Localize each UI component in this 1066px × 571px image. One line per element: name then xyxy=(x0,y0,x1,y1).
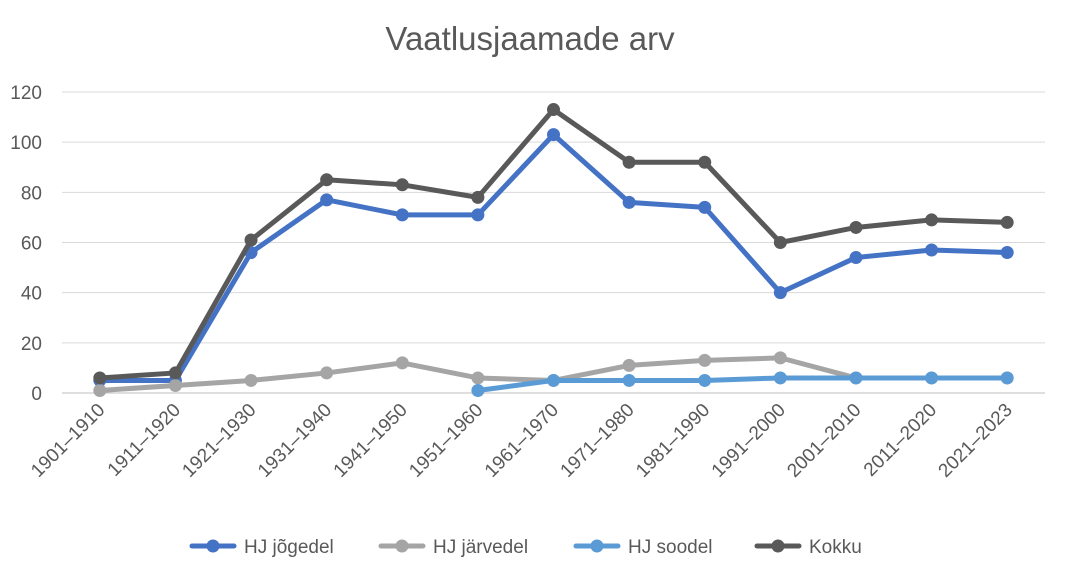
series-line xyxy=(475,375,1010,393)
data-point xyxy=(622,195,636,209)
x-tick-label: 1951–1960 xyxy=(405,400,487,482)
x-tick-label: 1981–1990 xyxy=(632,400,714,482)
y-tick-label: 20 xyxy=(21,334,42,355)
legend-item: HJ soodel xyxy=(573,537,713,558)
x-tick-label: 1971–1980 xyxy=(557,400,639,482)
data-point xyxy=(244,373,258,387)
data-point xyxy=(849,371,863,385)
data-point xyxy=(547,373,560,387)
data-point xyxy=(622,373,636,387)
data-point xyxy=(925,243,939,257)
x-tick-label: 1931–1940 xyxy=(254,400,336,482)
legend-label: Kokku xyxy=(809,537,862,558)
legend-item: HJ järvedel xyxy=(378,537,528,558)
x-tick-label: 1941–1950 xyxy=(330,400,412,482)
legend-item: Kokku xyxy=(754,537,862,558)
data-point xyxy=(320,366,334,380)
data-point xyxy=(622,358,636,372)
y-tick-label: 100 xyxy=(10,133,42,154)
data-point xyxy=(395,356,409,370)
data-point xyxy=(395,208,409,222)
data-point xyxy=(168,378,182,392)
legend-item: HJ jõgedel xyxy=(189,537,334,558)
legend-label: HJ soodel xyxy=(628,537,713,558)
x-axis: 1901–19101911–19201921–19301931–19401941… xyxy=(27,400,1016,482)
data-point xyxy=(471,208,485,222)
data-point xyxy=(698,155,712,169)
x-tick-label: 1961–1970 xyxy=(481,400,563,482)
series-group xyxy=(93,103,1014,397)
data-point xyxy=(773,371,787,385)
data-point xyxy=(547,103,560,117)
legend-label: HJ jõgedel xyxy=(244,537,334,558)
series-line xyxy=(97,107,1010,381)
series-line xyxy=(97,132,1010,383)
data-point xyxy=(849,220,863,234)
y-tick-label: 60 xyxy=(21,234,42,255)
data-point xyxy=(698,200,712,214)
y-tick-label: 120 xyxy=(10,83,42,104)
data-point xyxy=(93,371,107,385)
data-point xyxy=(1000,371,1014,385)
data-point xyxy=(471,190,485,204)
data-point xyxy=(547,128,560,142)
x-tick-label: 1901–1910 xyxy=(27,400,109,482)
chart-title: Vaatlusjaamade arv xyxy=(385,20,675,57)
data-point xyxy=(244,233,258,247)
x-tick-label: 2011–2020 xyxy=(860,400,941,481)
y-tick-label: 40 xyxy=(21,284,42,305)
series-HJ jõgedel xyxy=(93,128,1014,387)
legend-marker xyxy=(206,539,220,553)
data-point xyxy=(773,286,787,300)
data-point xyxy=(471,383,485,397)
data-point xyxy=(320,173,334,187)
data-point xyxy=(698,353,712,367)
data-point xyxy=(168,366,182,380)
data-point xyxy=(471,371,485,385)
data-point xyxy=(1000,215,1014,229)
data-point xyxy=(698,373,712,387)
legend-marker xyxy=(771,539,785,553)
legend-marker xyxy=(590,539,604,553)
x-tick-label: 1911–1920 xyxy=(104,400,185,481)
legend-marker xyxy=(395,539,409,553)
data-point xyxy=(93,383,107,397)
y-tick-label: 80 xyxy=(21,183,42,204)
data-point xyxy=(320,193,334,207)
x-tick-label: 1921–1930 xyxy=(178,400,260,482)
data-point xyxy=(395,178,409,192)
y-tick-label: 0 xyxy=(31,384,42,405)
y-axis: 0 20 40 60 80 100 120 xyxy=(10,83,42,405)
data-point xyxy=(773,236,787,249)
legend-label: HJ järvedel xyxy=(433,537,528,558)
data-point xyxy=(925,371,939,385)
x-tick-label: 1991–2000 xyxy=(708,400,790,482)
x-tick-label: 2021–2023 xyxy=(935,400,1017,482)
data-point xyxy=(1000,246,1014,260)
data-point xyxy=(849,251,863,265)
series-HJ soodel xyxy=(471,371,1014,397)
data-point xyxy=(773,351,787,365)
legend: HJ jõgedel HJ järvedel HJ soodel Kokku xyxy=(189,537,862,558)
data-point xyxy=(925,213,939,227)
x-tick-label: 2001–2010 xyxy=(783,400,865,482)
series-Kokku xyxy=(93,103,1014,385)
data-point xyxy=(622,155,636,169)
